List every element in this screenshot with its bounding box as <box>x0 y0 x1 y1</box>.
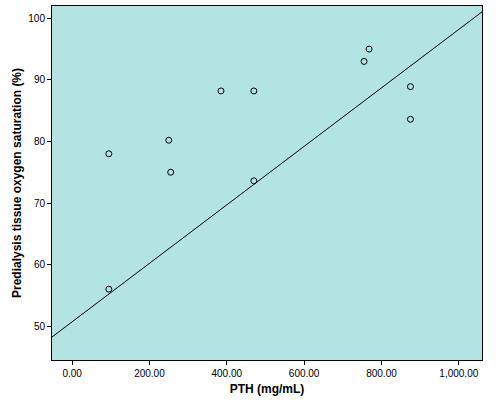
svg-text:90: 90 <box>34 74 46 85</box>
svg-text:60: 60 <box>34 259 46 270</box>
svg-text:1,000.00: 1,000.00 <box>439 368 478 379</box>
svg-text:70: 70 <box>34 198 46 209</box>
svg-text:100: 100 <box>28 13 45 24</box>
svg-text:PTH (mg/mL): PTH (mg/mL) <box>230 382 305 396</box>
svg-text:200.00: 200.00 <box>134 368 165 379</box>
svg-text:400.00: 400.00 <box>211 368 242 379</box>
svg-text:50: 50 <box>34 321 46 332</box>
svg-text:0.00: 0.00 <box>62 368 82 379</box>
svg-text:800.00: 800.00 <box>366 368 397 379</box>
svg-text:Predialysis tissue oxygen satu: Predialysis tissue oxygen saturation (%) <box>10 68 24 298</box>
svg-text:600.00: 600.00 <box>289 368 320 379</box>
svg-text:80: 80 <box>34 136 46 147</box>
